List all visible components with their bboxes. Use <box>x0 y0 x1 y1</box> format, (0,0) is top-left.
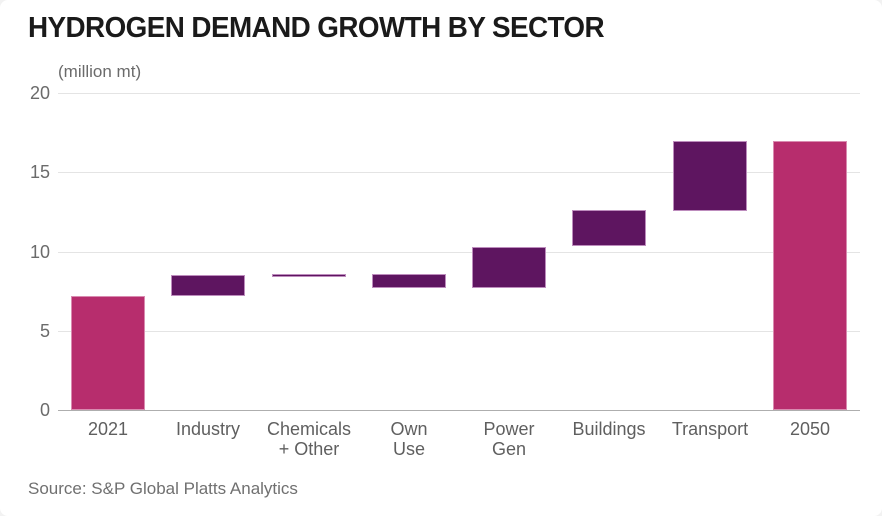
gridline-5 <box>58 331 860 332</box>
bar-buildings <box>572 210 646 246</box>
bar-transport <box>673 141 747 211</box>
category-label-power-gen: Power Gen <box>483 419 535 460</box>
bar-power-gen <box>472 247 546 288</box>
bar-own-use <box>372 274 446 288</box>
bar-2021 <box>71 296 145 410</box>
chart-title: HYDROGEN DEMAND GROWTH BY SECTOR <box>28 12 605 44</box>
bar-2050 <box>773 141 847 410</box>
category-label-2021: 2021 <box>87 419 129 439</box>
source-attribution: Source: S&P Global Platts Analytics <box>28 479 298 498</box>
y-tick-label-20: 20 <box>29 83 50 103</box>
gridline-10 <box>58 252 860 253</box>
y-tick-label-15: 15 <box>29 162 50 182</box>
category-label-2050: 2050 <box>789 419 831 439</box>
category-label-own-use: Own Use <box>390 419 428 460</box>
category-label-buildings: Buildings <box>572 419 646 439</box>
gridline-20 <box>58 93 860 94</box>
category-label-chemicals-other: Chemicals + Other <box>266 419 352 460</box>
bar-chemicals-other <box>272 274 346 277</box>
y-tick-label-0: 0 <box>39 400 50 420</box>
bar-industry <box>171 275 245 296</box>
units-label: (million mt) <box>58 62 142 81</box>
gridline-15 <box>58 172 860 173</box>
category-label-transport: Transport <box>671 419 749 439</box>
category-label-industry: Industry <box>175 419 241 439</box>
x-axis-line <box>58 410 860 411</box>
y-tick-label-10: 10 <box>29 242 50 262</box>
y-tick-label-5: 5 <box>39 321 50 341</box>
